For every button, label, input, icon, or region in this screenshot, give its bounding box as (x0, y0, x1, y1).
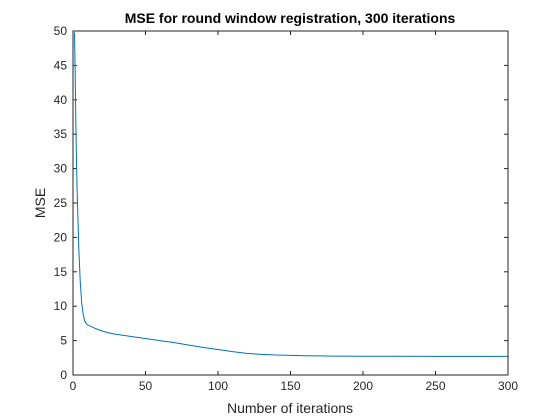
plot-area (73, 31, 508, 375)
series-layer (73, 32, 508, 357)
x-tick-label: 50 (139, 379, 153, 393)
y-tick-label: 15 (54, 265, 68, 279)
mse-series-line (73, 32, 508, 357)
y-tick-label: 45 (54, 58, 68, 72)
axes-box (72, 30, 509, 376)
y-axis-label: MSE (32, 188, 48, 218)
x-tick-label: 100 (208, 379, 228, 393)
y-tick-label: 30 (54, 162, 68, 176)
ticks-layer: 0 50 100 150 200 250 300 0 5 10 15 20 25 30 35 40 45 50 (54, 24, 519, 393)
x-tick-label: 0 (70, 379, 77, 393)
y-tick-label: 25 (54, 196, 68, 210)
y-tick-label: 35 (54, 127, 68, 141)
y-tick-label: 0 (60, 368, 67, 382)
x-tick-label: 150 (280, 379, 300, 393)
y-tick-label: 20 (54, 230, 68, 244)
y-tick-label: 5 (60, 334, 67, 348)
x-tick-label: 200 (353, 379, 373, 393)
x-axis-label: Number of iterations (227, 400, 353, 416)
y-tick-label: 40 (54, 93, 68, 107)
chart-title: MSE for round window registration, 300 i… (125, 10, 456, 26)
y-tick-label: 50 (54, 24, 68, 38)
y-tick-label: 10 (54, 299, 68, 313)
x-tick-label: 300 (498, 379, 518, 393)
x-tick-label: 250 (425, 379, 445, 393)
